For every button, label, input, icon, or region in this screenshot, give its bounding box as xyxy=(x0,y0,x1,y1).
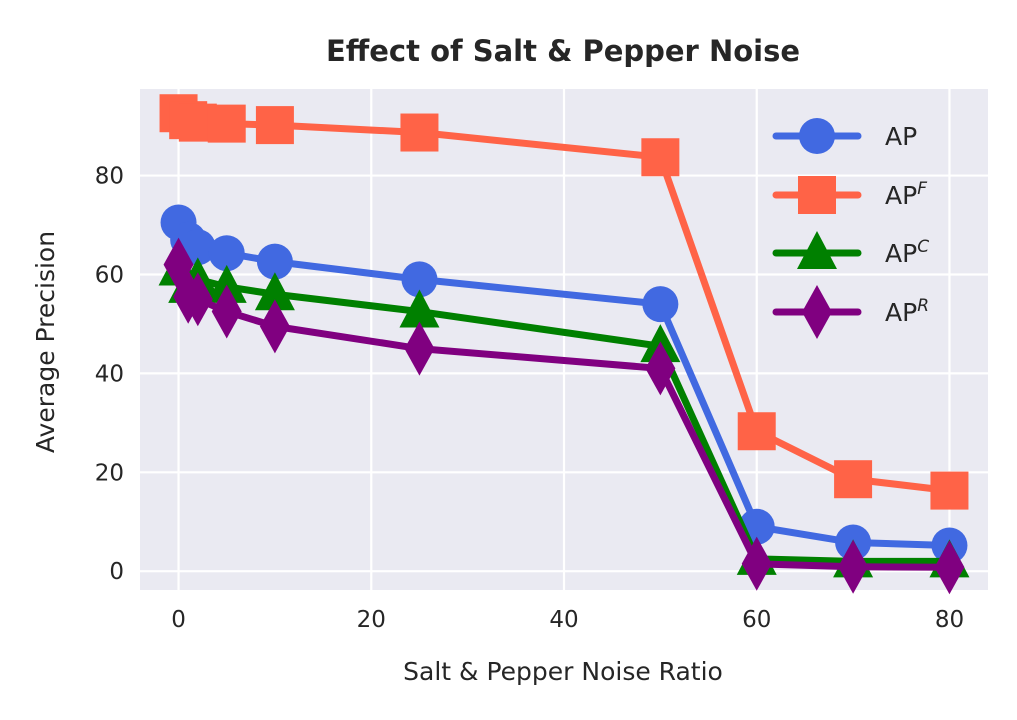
data-point xyxy=(838,539,869,594)
data-point xyxy=(254,272,295,311)
data-point xyxy=(182,272,213,327)
data-point xyxy=(208,235,245,272)
data-point xyxy=(404,321,435,376)
series-layer xyxy=(158,94,970,595)
legend-marker-diamond-icon xyxy=(802,285,832,339)
data-point xyxy=(400,113,439,152)
data-point xyxy=(834,460,873,499)
series-ap-f xyxy=(159,94,969,510)
y-tick-label: 20 xyxy=(95,460,124,486)
legend-marker-triangle-icon xyxy=(797,231,837,269)
x-tick-label: 20 xyxy=(357,607,386,633)
data-point xyxy=(207,104,246,143)
legend-label: APC xyxy=(885,237,929,268)
legend-label: AP xyxy=(885,122,917,151)
data-point xyxy=(259,299,290,354)
data-point xyxy=(255,106,294,145)
legend-label: APR xyxy=(885,296,929,327)
y-axis-label: Average Precision xyxy=(31,231,60,453)
data-point xyxy=(645,341,676,396)
legend-item: APF xyxy=(772,176,927,214)
data-point xyxy=(641,138,680,177)
data-point xyxy=(206,264,247,303)
y-axis-ticks: 0 20 40 60 80 xyxy=(95,164,124,586)
y-tick-label: 0 xyxy=(109,559,124,585)
legend-marker-circle-icon xyxy=(799,118,835,154)
y-tick-label: 60 xyxy=(95,262,124,288)
x-axis-label: Salt & Pepper Noise Ratio xyxy=(403,657,723,686)
data-point xyxy=(211,284,242,339)
chart-title: Effect of Salt & Pepper Noise xyxy=(326,34,800,68)
data-point xyxy=(399,289,440,328)
data-point xyxy=(934,540,965,595)
data-point xyxy=(741,536,772,591)
x-tick-label: 0 xyxy=(171,607,186,633)
legend-item: APR xyxy=(772,285,929,339)
data-point xyxy=(737,412,776,451)
legend-item: AP xyxy=(772,118,917,154)
legend-label: APF xyxy=(885,179,927,210)
y-tick-label: 80 xyxy=(95,164,124,190)
x-tick-label: 40 xyxy=(549,607,578,633)
legend: AP APF APC APR xyxy=(772,118,929,339)
x-tick-label: 60 xyxy=(742,607,771,633)
data-point xyxy=(256,243,293,280)
y-tick-label: 40 xyxy=(95,361,124,387)
series-ap-r xyxy=(163,237,965,595)
legend-marker-square-icon xyxy=(798,176,836,214)
x-axis-ticks: 0 20 40 60 80 xyxy=(171,607,964,633)
legend-item: APC xyxy=(772,231,929,269)
data-point xyxy=(642,286,679,323)
data-point xyxy=(930,471,969,510)
x-tick-label: 80 xyxy=(935,607,964,633)
data-point xyxy=(401,261,438,298)
series-ap xyxy=(160,204,968,564)
